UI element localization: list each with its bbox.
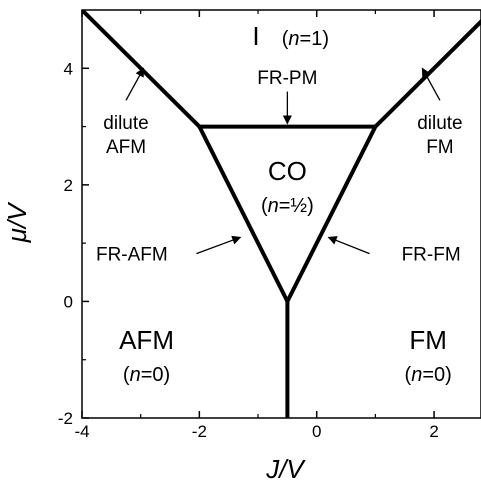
y-tick-label: 4 [64,59,73,78]
x-tick-label: 2 [429,422,438,441]
annotation-fr-afm: FR-AFM [96,245,168,266]
region-charge-order-filling: (n=½) [261,195,314,217]
y-tick-label: 2 [64,176,73,195]
annotation-fr-pm: FR-PM [257,68,317,89]
annotation-fr-afm-arrow [196,235,242,255]
x-tick-label: -4 [74,422,89,441]
annotation-dilute-afm-line: AFM [106,137,146,158]
region-fm-filling: (n=0) [405,364,452,386]
x-axis-label: J/V [265,454,306,484]
annotation-fr-fm: FR-FM [402,245,461,266]
annotation-dilute-fm-line: FM [426,137,453,158]
annotation-dilute-afm-line: dilute [103,113,148,134]
annotation-dilute-afm-arrow [125,67,145,101]
annotation-fr-fm-arrow [327,236,370,255]
y-axis-label: μ/V [2,201,32,243]
x-tick-label: 0 [312,422,321,441]
annotation-dilute-fm-line: dilute [417,113,462,134]
phase-boundary-left-inner [197,125,290,303]
x-tick-label: -2 [192,422,207,441]
region-afm-filling: (n=0) [123,364,170,386]
y-tick-label: 0 [64,292,73,311]
plot-frame [81,9,481,419]
phase-boundary-right-outer [373,18,481,129]
phase-boundary-right-inner [285,125,378,303]
region-insulator-filling: (n=1) [282,28,329,50]
region-insulator: I [252,21,259,51]
region-fm: FM [409,325,447,355]
y-tick-label: -2 [58,409,73,428]
region-afm: AFM [119,325,174,355]
region-charge-order: CO [268,156,307,186]
annotation-dilute-fm-arrow [421,67,441,101]
phase-boundary-left-outer [82,10,201,129]
